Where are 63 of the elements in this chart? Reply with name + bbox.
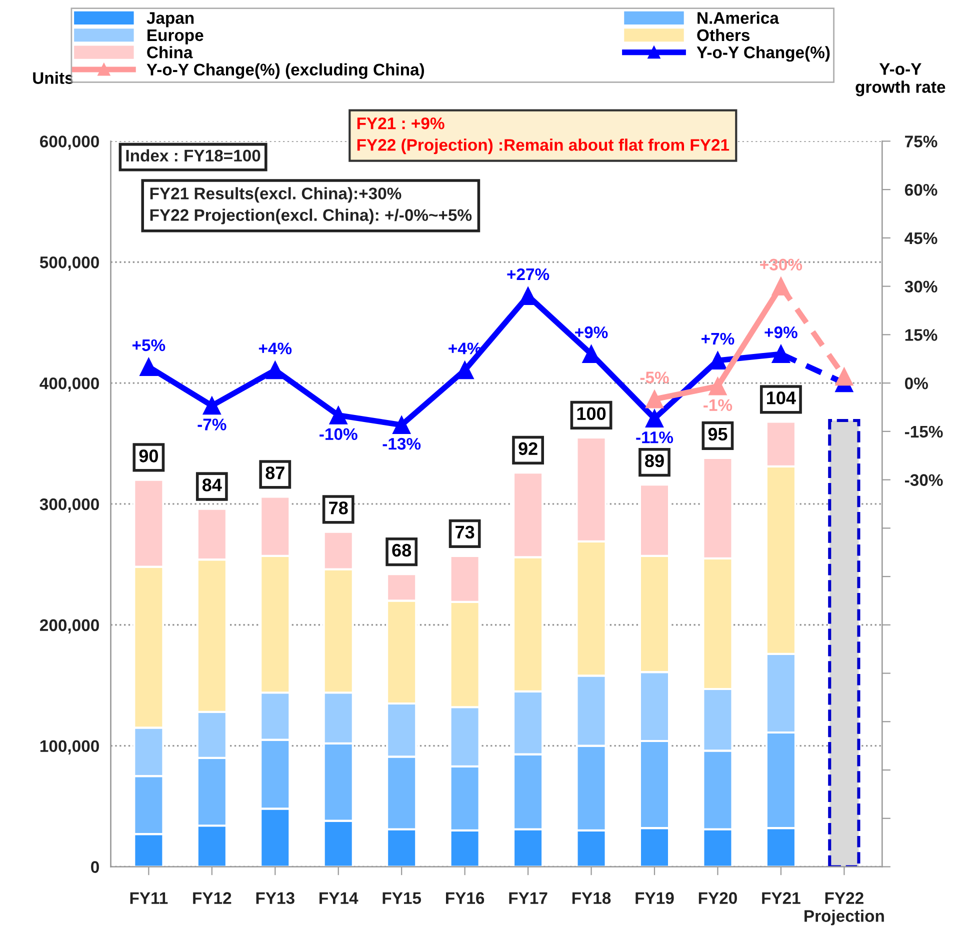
y2-axis-title: Y-o-Y growth rate bbox=[856, 63, 946, 96]
y2-tick-label: -15% bbox=[904, 426, 943, 438]
y2-tick-label: 45% bbox=[904, 232, 938, 244]
x-tick-label: FY13 bbox=[256, 892, 294, 904]
y-tick-label: 600,000 bbox=[40, 136, 99, 150]
x-tick-label: FY20 bbox=[698, 892, 737, 904]
x-tick-label: FY12 bbox=[193, 892, 232, 904]
x-tick-label: FY14 bbox=[320, 892, 358, 904]
x-tick-label: FY17 bbox=[509, 892, 548, 904]
annotation: 78 bbox=[329, 502, 348, 514]
data-label: +5% bbox=[132, 339, 166, 352]
annotation: 73 bbox=[456, 526, 474, 539]
x-tick-label: FY15 bbox=[382, 892, 422, 904]
annotation: 104 bbox=[767, 391, 796, 404]
x-tick-label: FY22 Projection bbox=[804, 892, 884, 926]
annotation: 100 bbox=[577, 407, 606, 420]
annotation: 68 bbox=[392, 544, 412, 557]
y-axis-title: Units bbox=[33, 72, 74, 84]
data-label: +9% bbox=[575, 326, 608, 338]
legend-label: Europe bbox=[148, 29, 204, 44]
data-label: -7% bbox=[198, 418, 226, 430]
x-tick-label: FY11 bbox=[130, 892, 168, 904]
y-tick-label: 100,000 bbox=[40, 740, 99, 754]
data-label: -11% bbox=[636, 431, 674, 444]
legend-label: China bbox=[147, 46, 193, 58]
legend-label: Others bbox=[697, 28, 750, 42]
annotation: 87 bbox=[266, 466, 284, 480]
data-label: -5% bbox=[640, 372, 669, 384]
annotation: 90 bbox=[139, 450, 158, 462]
x-tick-label: FY21 bbox=[762, 892, 800, 904]
y-tick-label: 300,000 bbox=[40, 498, 99, 513]
data-label: +7% bbox=[702, 332, 734, 345]
data-label: +30% bbox=[760, 258, 802, 271]
y-tick-label: 200,000 bbox=[40, 619, 99, 634]
annotation: Index : FY18=100 bbox=[126, 149, 260, 162]
annotation: 89 bbox=[645, 454, 664, 468]
annotation: FY21 Results(excl. China):+30% FY22 Projection(excl. China): +/-0%~+5% bbox=[150, 187, 472, 224]
data-label: +4% bbox=[258, 342, 292, 354]
data-label: -10% bbox=[320, 428, 358, 440]
y-tick-label: 400,000 bbox=[40, 377, 99, 392]
data-label: +27% bbox=[507, 268, 550, 280]
y-tick-label: 500,000 bbox=[40, 256, 99, 271]
legend-label: Japan bbox=[146, 12, 194, 28]
x-tick-label: FY19 bbox=[636, 892, 674, 904]
y2-tick-label: 0% bbox=[904, 377, 928, 390]
legend-label: Y-o-Y Change(%) bbox=[696, 46, 830, 62]
data-label: -1% bbox=[704, 399, 732, 411]
annotation: 92 bbox=[518, 442, 538, 456]
y2-tick-label: -30% bbox=[904, 474, 943, 486]
y2-tick-label: 75% bbox=[905, 136, 938, 148]
x-tick-label: FY16 bbox=[446, 892, 484, 904]
y2-tick-label: 60% bbox=[904, 184, 938, 196]
data-label: +9% bbox=[764, 326, 798, 338]
annotation: 84 bbox=[202, 478, 222, 492]
x-tick-label: FY18 bbox=[572, 892, 611, 904]
legend-label: Y-o-Y Change(%) (excluding China) bbox=[146, 63, 424, 79]
y2-tick-label: 15% bbox=[905, 329, 938, 341]
y2-tick-label: 30% bbox=[904, 280, 938, 293]
annotation: 95 bbox=[708, 428, 728, 441]
data-label: -13% bbox=[382, 438, 421, 450]
legend-label: N.America bbox=[698, 12, 780, 24]
y-tick-label: 0 bbox=[91, 861, 99, 873]
annotation: FY21 : +9% FY22 (Projection) :Remain about flat from FY21 bbox=[357, 117, 730, 154]
